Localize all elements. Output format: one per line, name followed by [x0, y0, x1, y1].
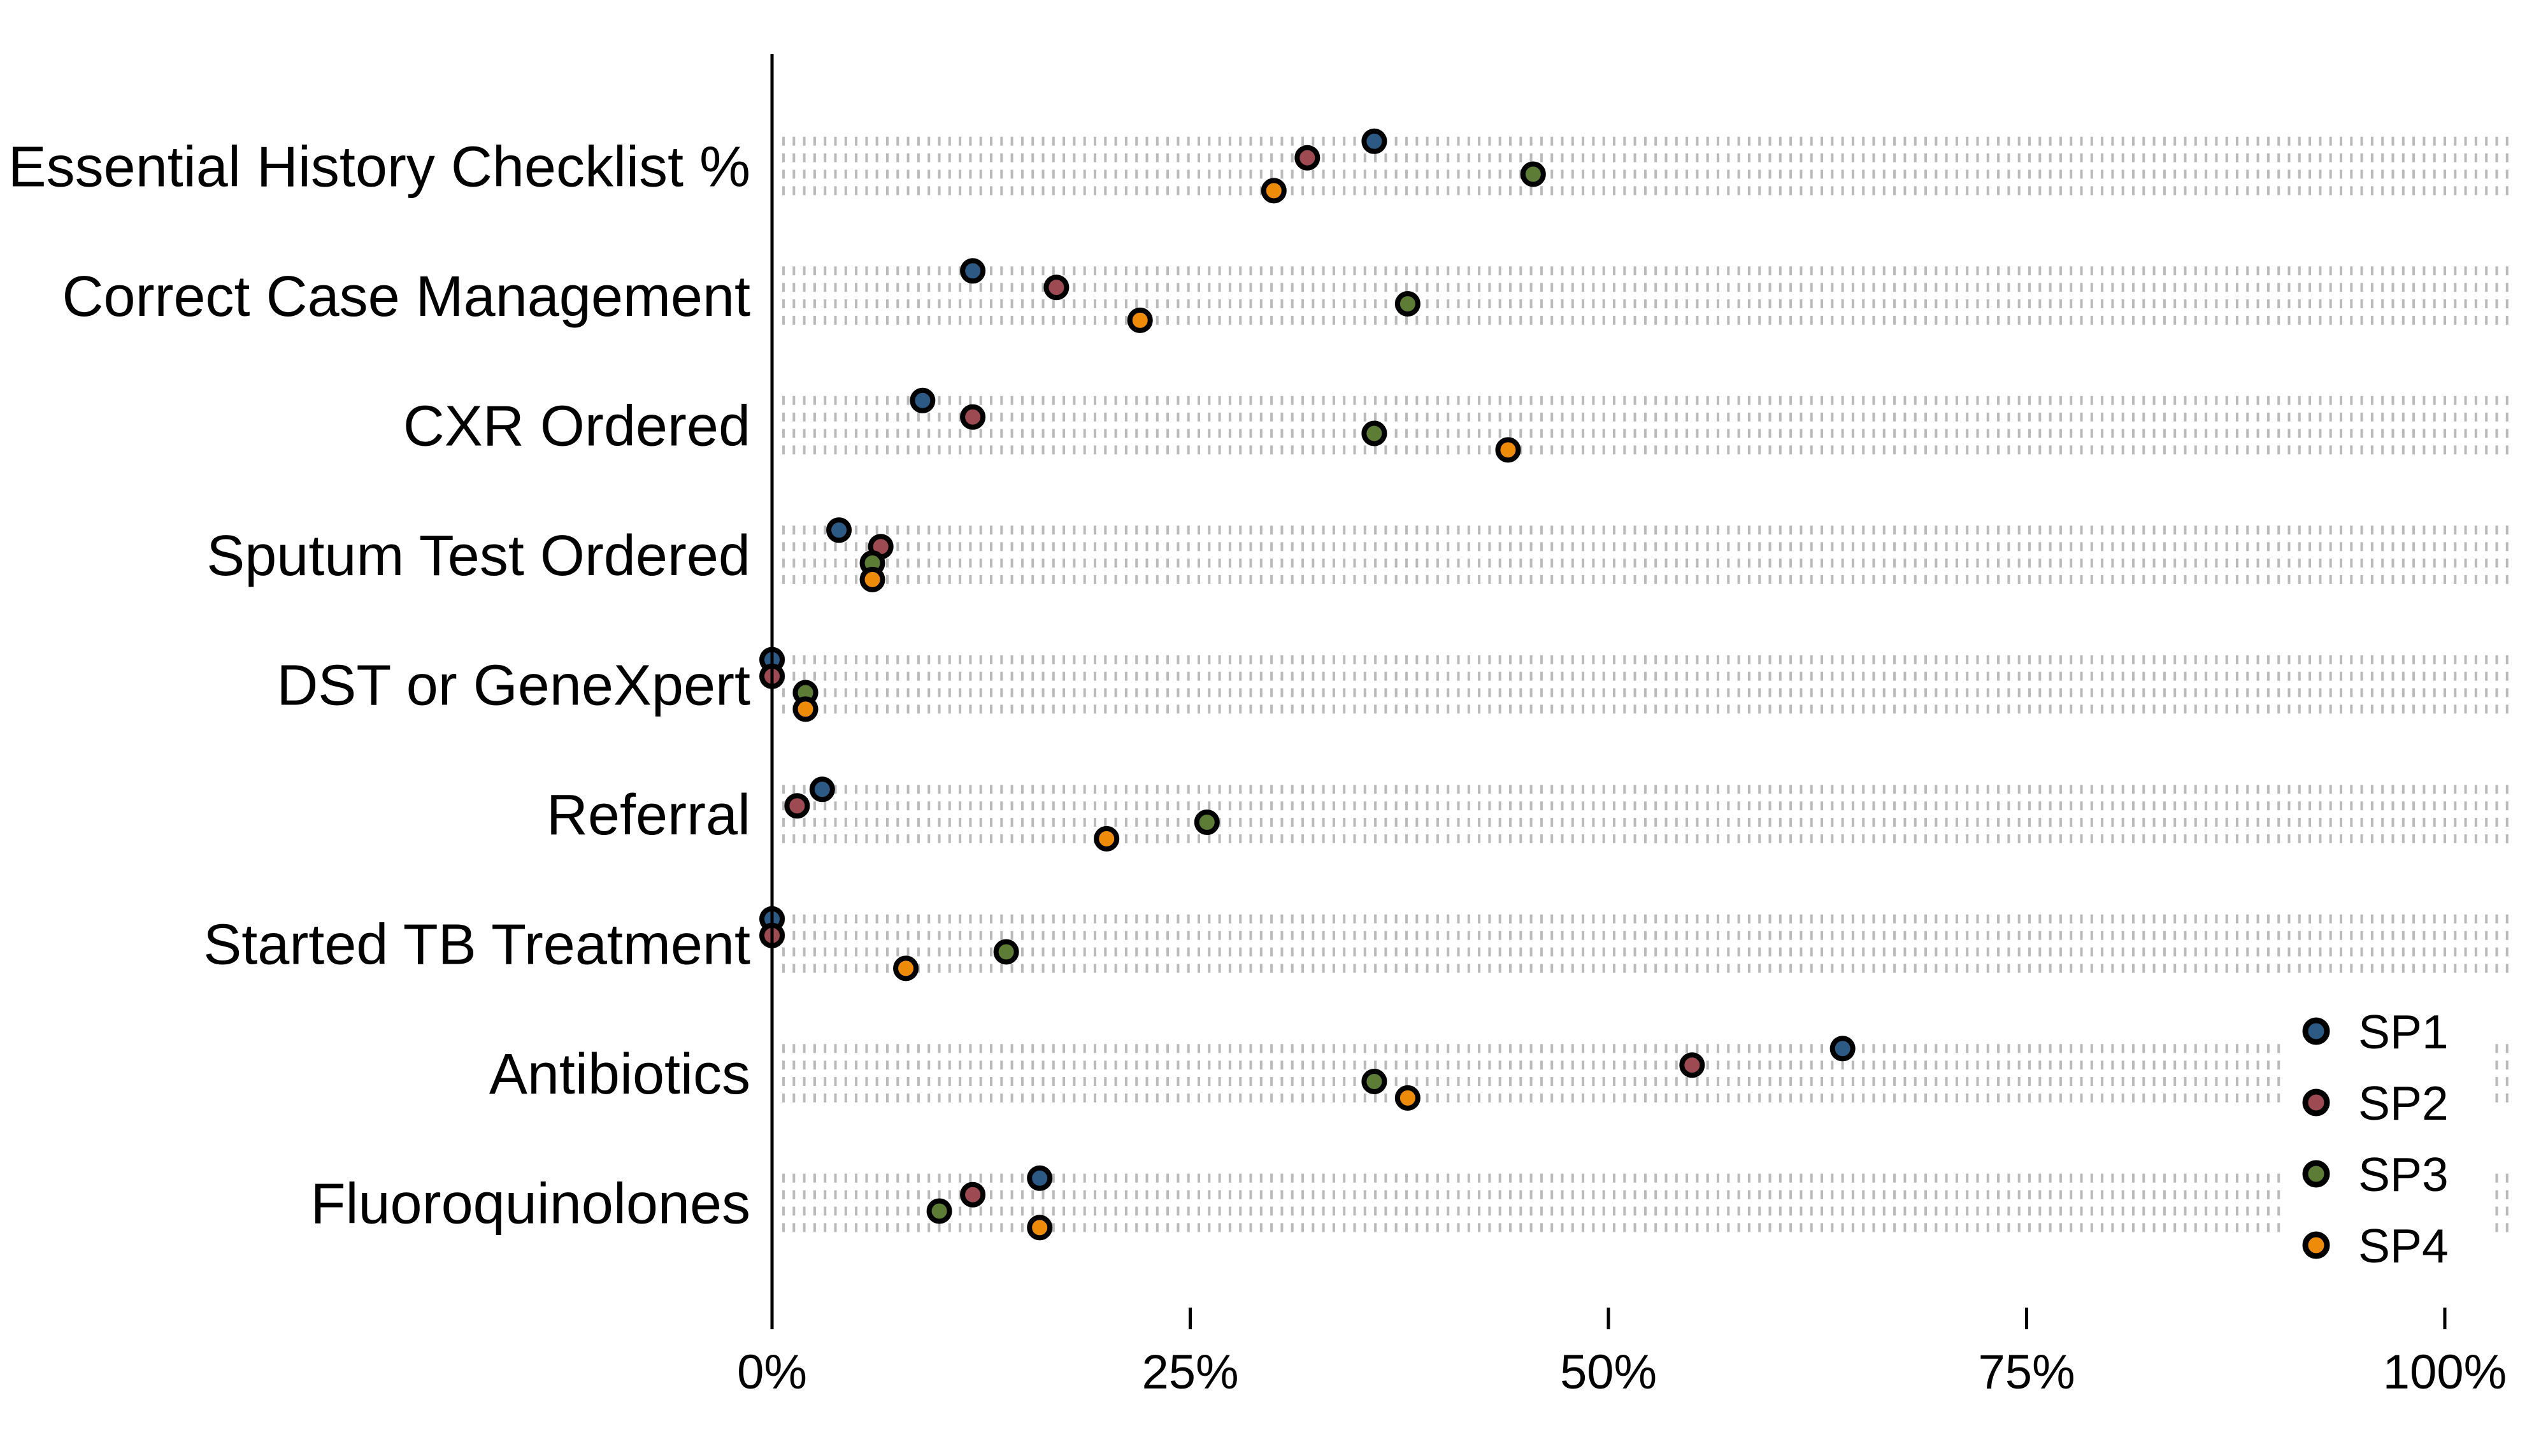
data-point-sp1 — [960, 258, 986, 284]
legend-label-sp4: SP4 — [2358, 1219, 2449, 1273]
x-tick-label: 75% — [1978, 1345, 2075, 1399]
data-point-sp2 — [784, 793, 810, 819]
data-point-sp4 — [1394, 1085, 1421, 1111]
data-point-sp2 — [1679, 1052, 1705, 1078]
data-point-sp4 — [1261, 178, 1287, 204]
category-label: Essential History Checklist % — [8, 136, 750, 199]
category-label: Referral — [547, 783, 750, 847]
data-point-sp3 — [1520, 161, 1546, 187]
data-point-sp3 — [1361, 420, 1387, 446]
data-point-sp2 — [960, 404, 986, 430]
data-point-sp3 — [1361, 1069, 1387, 1094]
category-label: Antibiotics — [489, 1043, 750, 1106]
data-point-sp4 — [893, 955, 919, 981]
category-label: DST or GeneXpert — [276, 654, 750, 718]
x-tick-label: 25% — [1142, 1345, 1238, 1399]
legend-marker-sp2 — [2302, 1088, 2330, 1117]
legend-label-sp2: SP2 — [2358, 1076, 2449, 1130]
data-point-sp2 — [960, 1181, 986, 1208]
legend: SP1 SP2 SP3 SP4 — [2302, 1005, 2449, 1273]
category-label: Correct Case Management — [62, 265, 750, 329]
gridlines-group — [782, 136, 2510, 1232]
x-tick-label: 50% — [1560, 1345, 1657, 1399]
x-tick-label: 0% — [737, 1345, 807, 1399]
category-label: Started TB Treatment — [203, 913, 750, 977]
legend-marker-sp3 — [2302, 1160, 2330, 1188]
data-point-sp4 — [1027, 1215, 1053, 1241]
category-label: CXR Ordered — [403, 395, 750, 459]
data-point-sp3 — [993, 939, 1019, 965]
data-point-sp2 — [1043, 275, 1070, 301]
data-point-sp3 — [1194, 810, 1220, 835]
category-label: Sputum Test Ordered — [206, 524, 750, 588]
legend-label-sp1: SP1 — [2358, 1005, 2449, 1059]
data-point-sp4 — [1495, 437, 1521, 463]
x-tick-label: 100% — [2383, 1345, 2507, 1399]
data-point-sp1 — [809, 776, 835, 803]
data-point-sp1 — [1027, 1165, 1053, 1191]
data-points-group — [759, 128, 1856, 1241]
legend-marker-sp1 — [2302, 1017, 2330, 1045]
data-point-sp1 — [1361, 128, 1387, 154]
category-label: Fluoroquinolones — [311, 1173, 750, 1236]
data-point-sp1 — [910, 387, 936, 413]
legend-label-sp3: SP3 — [2358, 1148, 2449, 1201]
data-point-sp2 — [1294, 145, 1321, 171]
data-point-sp1 — [1829, 1036, 1856, 1062]
data-point-sp4 — [1127, 307, 1153, 333]
data-point-sp3 — [1394, 291, 1421, 317]
data-point-sp4 — [1094, 825, 1120, 852]
legend-marker-sp4 — [2302, 1231, 2330, 1259]
data-point-sp3 — [926, 1198, 952, 1224]
x-ticks-group — [770, 1308, 2447, 1329]
data-point-sp4 — [859, 566, 885, 592]
data-point-sp4 — [792, 696, 819, 722]
data-point-sp1 — [826, 517, 852, 543]
